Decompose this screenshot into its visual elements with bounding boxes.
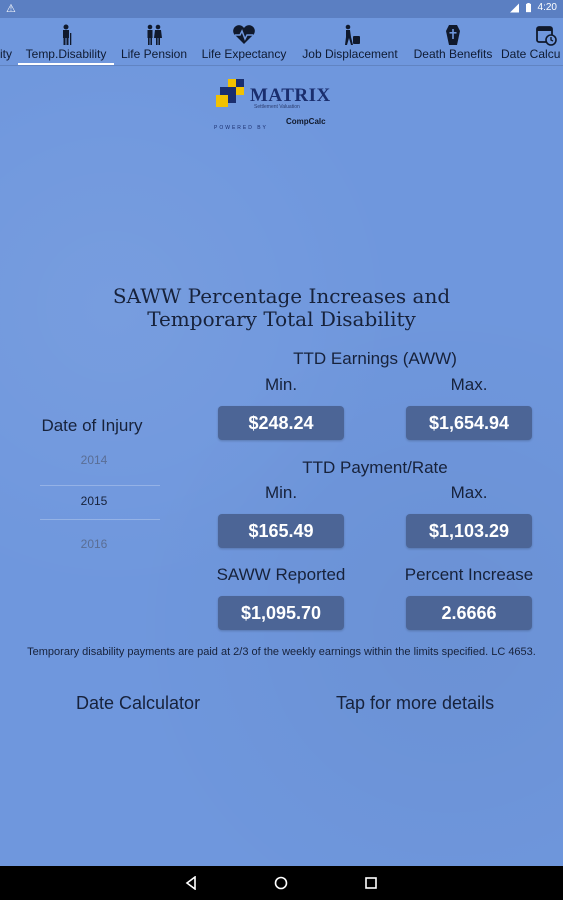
year-option[interactable]: 2016 bbox=[80, 537, 108, 551]
tab-label: Temp.Disability bbox=[25, 47, 107, 61]
date-calculator-link[interactable]: Date Calculator bbox=[76, 693, 201, 713]
footnote: Temporary disability payments are paid a… bbox=[27, 646, 536, 658]
couple-icon bbox=[147, 24, 162, 45]
tab-label: Death Benefits bbox=[413, 47, 493, 61]
tab-death-benefits[interactable]: Death Benefits bbox=[410, 18, 496, 65]
person-cane-icon bbox=[63, 24, 72, 45]
tab-label: Date Calcu bbox=[501, 47, 561, 61]
back-icon bbox=[185, 876, 196, 890]
warning-icon: ⚠ bbox=[6, 3, 16, 15]
calendar-icon bbox=[536, 26, 557, 46]
logo-square bbox=[228, 95, 236, 103]
earnings-max-value[interactable]: $1,654.94 bbox=[406, 406, 532, 440]
logo-square bbox=[216, 95, 228, 107]
status-icons: 4:20 bbox=[509, 2, 557, 13]
earnings-min-label: Min. bbox=[264, 375, 298, 394]
earnings-min-value[interactable]: $248.24 bbox=[218, 406, 344, 440]
ttd-payment-title: TTD Payment/Rate bbox=[302, 458, 448, 477]
matrix-logo: MATRIX Settlement Valuation POWERED BY C… bbox=[214, 73, 354, 137]
picker-divider bbox=[40, 519, 160, 520]
recents-button[interactable] bbox=[362, 874, 380, 892]
year-option[interactable]: 2014 bbox=[80, 453, 108, 467]
tab-bar: ity Temp.Disability Life Pension Life Ex… bbox=[0, 18, 563, 66]
logo-partner: CompCalc bbox=[286, 117, 326, 126]
logo-square bbox=[228, 87, 236, 95]
recents-icon bbox=[365, 877, 377, 889]
logo-powered-by: POWERED BY bbox=[214, 125, 268, 131]
logo-tagline: Settlement Valuation bbox=[254, 104, 300, 110]
percent-increase-value[interactable]: 2.6666 bbox=[406, 596, 532, 630]
logo-square bbox=[236, 79, 244, 87]
home-button[interactable] bbox=[272, 874, 290, 892]
tab-life-expectancy[interactable]: Life Expectancy bbox=[197, 18, 291, 65]
logo-square bbox=[220, 87, 228, 95]
status-time: 4:20 bbox=[537, 2, 557, 13]
earnings-max-label: Max. bbox=[450, 375, 488, 394]
payment-min-label: Min. bbox=[264, 483, 298, 502]
logo-square bbox=[228, 79, 236, 87]
picker-divider bbox=[40, 485, 160, 486]
date-of-injury-label: Date of Injury bbox=[41, 416, 143, 435]
saww-reported-value[interactable]: $1,095.70 bbox=[218, 596, 344, 630]
coffin-icon bbox=[446, 25, 460, 45]
logo-square bbox=[236, 87, 244, 95]
tab-label: ity bbox=[0, 47, 12, 61]
ttd-earnings-title: TTD Earnings (AWW) bbox=[293, 349, 457, 368]
tab-label: Job Displacement bbox=[302, 47, 398, 61]
payment-max-value[interactable]: $1,103.29 bbox=[406, 514, 532, 548]
system-nav-bar bbox=[0, 866, 563, 900]
payment-min-value[interactable]: $165.49 bbox=[218, 514, 344, 548]
person-walking-luggage-icon bbox=[345, 24, 360, 45]
tab-life-pension[interactable]: Life Pension bbox=[117, 18, 191, 65]
page-title-line-1: SAWW Percentage Increases and bbox=[112, 284, 451, 308]
more-details-link[interactable]: Tap for more details bbox=[336, 693, 495, 713]
tab-label: Life Expectancy bbox=[201, 47, 287, 61]
page-title-line-2: Temporary Total Disability bbox=[147, 307, 416, 331]
tab-temp-disability[interactable]: Temp.Disability bbox=[18, 18, 114, 65]
tab-date-calculator[interactable]: Date Calcu bbox=[501, 18, 563, 65]
year-option-selected[interactable]: 2015 bbox=[80, 494, 108, 508]
payment-max-label: Max. bbox=[450, 483, 488, 502]
home-icon bbox=[274, 876, 288, 890]
heartbeat-icon bbox=[233, 25, 255, 44]
percent-increase-label: Percent Increase bbox=[404, 565, 534, 584]
wifi-icon bbox=[509, 3, 519, 12]
battery-icon bbox=[525, 2, 531, 12]
tab-label: Life Pension bbox=[120, 47, 188, 61]
status-bar: ⚠ 4:20 bbox=[0, 0, 563, 18]
saww-reported-label: SAWW Reported bbox=[216, 565, 346, 584]
tab-job-displacement[interactable]: Job Displacement bbox=[296, 18, 404, 65]
tab-disability-partial[interactable]: ity bbox=[0, 18, 16, 65]
logo-brand: MATRIX bbox=[250, 85, 331, 106]
back-button[interactable] bbox=[182, 874, 200, 892]
main-content: MATRIX Settlement Valuation POWERED BY C… bbox=[0, 67, 563, 866]
